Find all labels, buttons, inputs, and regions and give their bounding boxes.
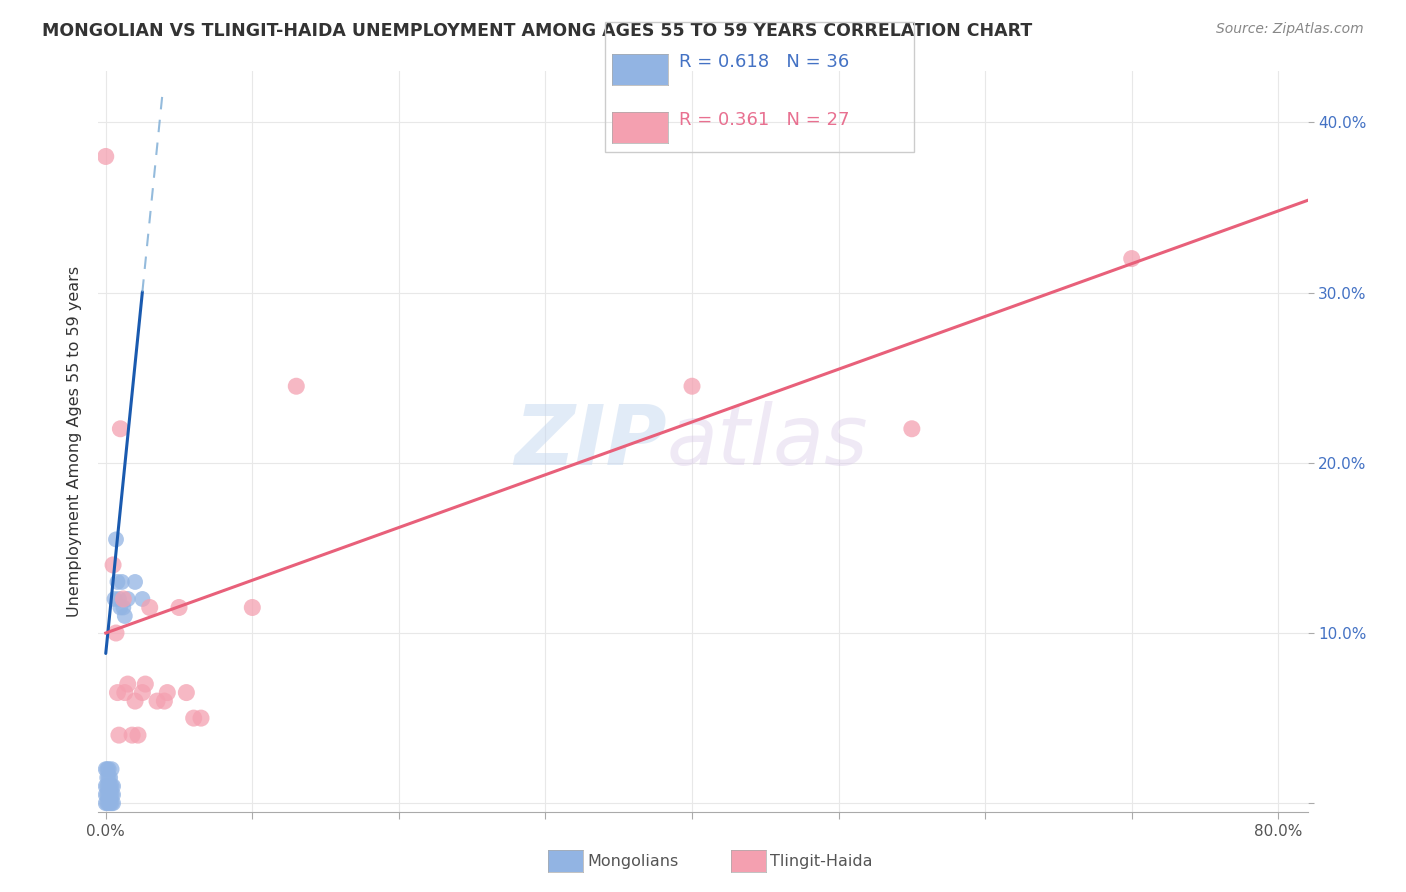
- Point: [110, 600, 132, 615]
- Point: [98, 779, 121, 793]
- Point: [97, 762, 120, 776]
- Point: [94, 788, 117, 802]
- Point: [681, 379, 703, 393]
- Text: R = 0.361   N = 27: R = 0.361 N = 27: [679, 112, 849, 129]
- Point: [97, 771, 120, 785]
- Text: Tlingit-Haida: Tlingit-Haida: [770, 855, 873, 869]
- Point: [107, 685, 129, 699]
- Text: R = 0.618   N = 36: R = 0.618 N = 36: [679, 54, 849, 71]
- Point: [94, 796, 117, 810]
- Text: ZIP: ZIP: [515, 401, 666, 482]
- Point: [121, 728, 143, 742]
- Point: [103, 591, 125, 606]
- Point: [112, 591, 135, 606]
- Y-axis label: Unemployment Among Ages 55 to 59 years: Unemployment Among Ages 55 to 59 years: [67, 266, 83, 617]
- Text: Mongolians: Mongolians: [588, 855, 679, 869]
- Point: [108, 591, 131, 606]
- Point: [96, 779, 118, 793]
- Point: [98, 771, 121, 785]
- Point: [176, 685, 198, 699]
- Point: [107, 574, 129, 589]
- Point: [96, 788, 118, 802]
- Point: [94, 149, 117, 163]
- Point: [97, 796, 120, 810]
- Point: [124, 574, 146, 589]
- Point: [94, 779, 117, 793]
- Point: [112, 600, 135, 615]
- Point: [114, 685, 136, 699]
- Point: [100, 796, 122, 810]
- Point: [101, 796, 124, 810]
- Point: [1121, 252, 1143, 266]
- Point: [98, 788, 121, 802]
- Point: [183, 711, 205, 725]
- Point: [101, 788, 124, 802]
- Point: [153, 694, 176, 708]
- Text: atlas: atlas: [666, 401, 869, 482]
- Point: [117, 677, 139, 691]
- Point: [96, 796, 118, 810]
- Point: [101, 558, 124, 572]
- Point: [96, 762, 118, 776]
- Point: [131, 591, 153, 606]
- Point: [97, 788, 120, 802]
- Point: [100, 788, 122, 802]
- Point: [100, 762, 122, 776]
- Point: [146, 694, 169, 708]
- Point: [108, 728, 131, 742]
- Point: [190, 711, 212, 725]
- Point: [100, 779, 122, 793]
- Point: [167, 600, 190, 615]
- Point: [117, 591, 139, 606]
- Point: [901, 422, 924, 436]
- Point: [110, 422, 132, 436]
- Point: [131, 685, 153, 699]
- Point: [96, 771, 118, 785]
- Point: [127, 728, 149, 742]
- Point: [101, 779, 124, 793]
- Point: [124, 694, 146, 708]
- Point: [156, 685, 179, 699]
- Point: [94, 762, 117, 776]
- Point: [105, 533, 128, 547]
- Text: Source: ZipAtlas.com: Source: ZipAtlas.com: [1216, 22, 1364, 37]
- Point: [114, 609, 136, 624]
- Point: [134, 677, 156, 691]
- Point: [285, 379, 308, 393]
- Point: [138, 600, 160, 615]
- Point: [240, 600, 263, 615]
- Point: [105, 626, 128, 640]
- Point: [98, 796, 121, 810]
- Point: [97, 779, 120, 793]
- Text: MONGOLIAN VS TLINGIT-HAIDA UNEMPLOYMENT AMONG AGES 55 TO 59 YEARS CORRELATION CH: MONGOLIAN VS TLINGIT-HAIDA UNEMPLOYMENT …: [42, 22, 1032, 40]
- Point: [111, 574, 134, 589]
